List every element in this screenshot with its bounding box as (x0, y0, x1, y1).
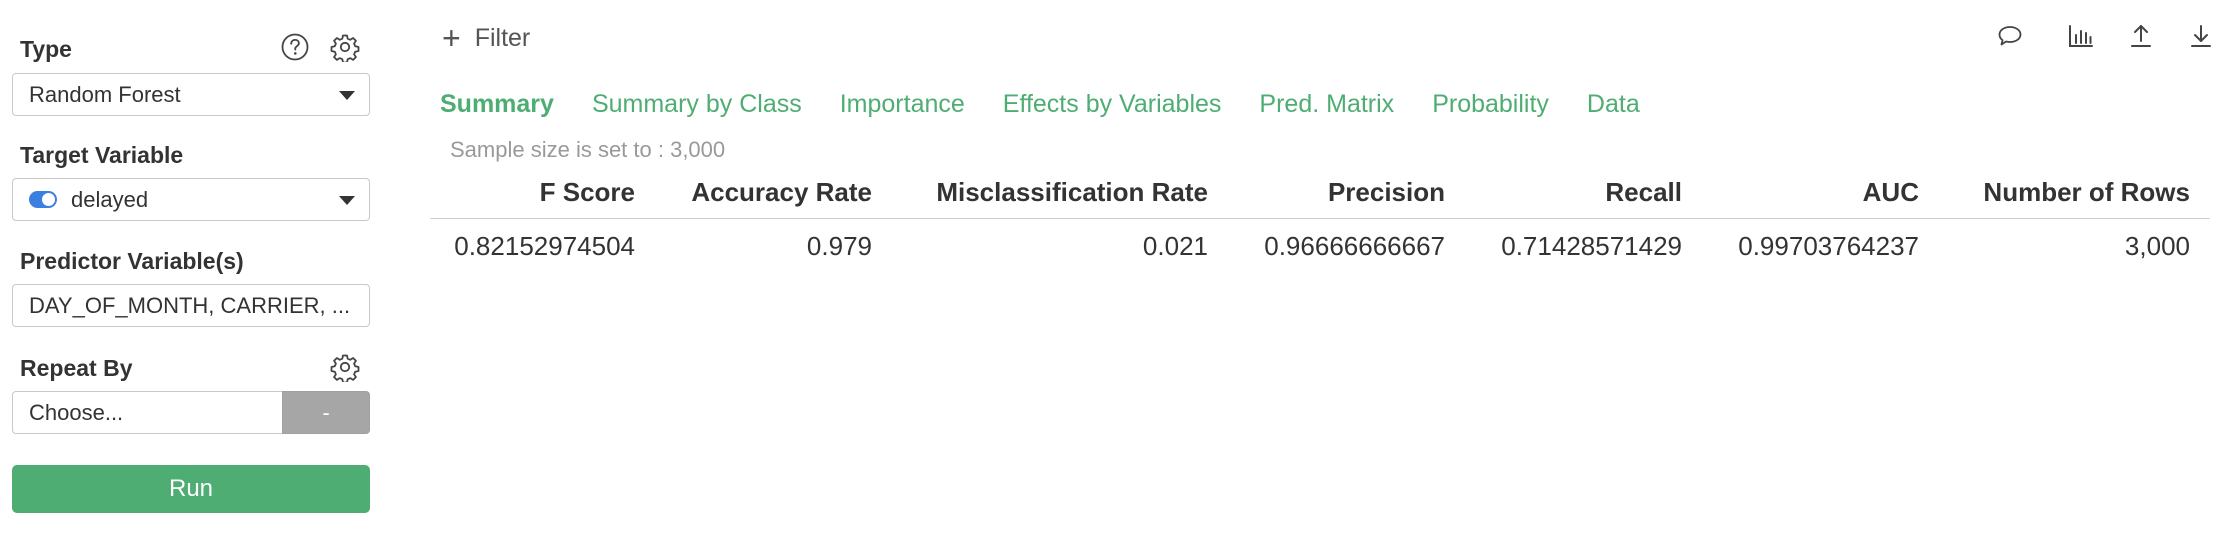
tab-importance[interactable]: Importance (839, 90, 965, 118)
summary-table: F Score Accuracy Rate Misclassification … (430, 168, 2210, 274)
tab-probability[interactable]: Probability (1432, 90, 1549, 118)
table-row: 0.82152974504 0.979 0.021 0.96666666667 … (430, 218, 2210, 274)
cell-recall: 0.71428571429 (1501, 230, 1682, 261)
column-header-accuracy-rate[interactable]: Accuracy Rate (655, 168, 892, 219)
target-variable-label: Target Variable (20, 142, 184, 168)
chart-icon[interactable] (2066, 20, 2096, 52)
predictor-variables-input[interactable]: DAY_OF_MONTH, CARRIER, ... (12, 284, 370, 327)
upload-icon[interactable] (2126, 20, 2156, 52)
tab-summary-by-class[interactable]: Summary by Class (591, 90, 802, 118)
add-filter-button[interactable]: + Filter (442, 22, 530, 54)
type-label: Type (20, 36, 72, 62)
repeat-by-placeholder: Choose... (29, 399, 124, 425)
type-select[interactable]: Random Forest (12, 73, 370, 116)
column-header-f-score[interactable]: F Score (430, 168, 655, 219)
cell-precision: 0.96666666667 (1264, 230, 1445, 261)
column-header-precision[interactable]: Precision (1228, 168, 1465, 219)
repeat-by-settings-gear-icon[interactable] (330, 352, 360, 382)
help-icon[interactable] (280, 32, 310, 62)
sample-size-note: Sample size is set to : 3,000 (450, 137, 726, 162)
repeat-by-clear-button[interactable]: - (282, 391, 370, 434)
download-icon[interactable] (2186, 20, 2216, 52)
run-button[interactable]: Run (12, 465, 370, 513)
target-variable-value: delayed (71, 186, 149, 212)
cell-accuracy-rate: 0.979 (806, 230, 872, 261)
result-tabs: Summary Summary by Class Importance Effe… (440, 90, 1678, 126)
predictor-variables-value: DAY_OF_MONTH, CARRIER, ... (29, 292, 351, 318)
repeat-by-label: Repeat By (20, 355, 133, 381)
target-variable-select[interactable]: delayed (12, 178, 370, 221)
cell-auc: 0.99703764237 (1738, 230, 1919, 261)
table-header-row: F Score Accuracy Rate Misclassification … (430, 168, 2210, 219)
tab-data[interactable]: Data (1586, 90, 1640, 118)
comment-icon[interactable] (1995, 20, 2025, 52)
toggle-icon (29, 191, 57, 208)
chevron-down-icon (339, 91, 355, 100)
cell-f-score: 0.82152974504 (454, 230, 635, 261)
tab-summary[interactable]: Summary (440, 90, 554, 118)
type-settings-gear-icon[interactable] (330, 32, 360, 62)
filter-label: Filter (474, 23, 531, 52)
type-select-value: Random Forest (29, 81, 181, 107)
tab-effects-by-variables[interactable]: Effects by Variables (1002, 90, 1222, 118)
column-header-auc[interactable]: AUC (1702, 168, 1939, 219)
cell-misclassification-rate: 0.021 (1142, 230, 1208, 261)
column-header-recall[interactable]: Recall (1465, 168, 1702, 219)
sidebar: Type Random Forest Target Variable delay… (0, 0, 390, 542)
repeat-by-select[interactable]: Choose... (12, 391, 282, 434)
cell-number-of-rows: 3,000 (2124, 230, 2190, 261)
predictor-variables-label: Predictor Variable(s) (20, 248, 244, 274)
column-header-number-of-rows[interactable]: Number of Rows (1939, 168, 2210, 219)
plus-icon: + (442, 20, 461, 56)
column-header-misclassification-rate[interactable]: Misclassification Rate (892, 168, 1228, 219)
tab-pred-matrix[interactable]: Pred. Matrix (1259, 90, 1395, 118)
chevron-down-icon (339, 196, 355, 205)
